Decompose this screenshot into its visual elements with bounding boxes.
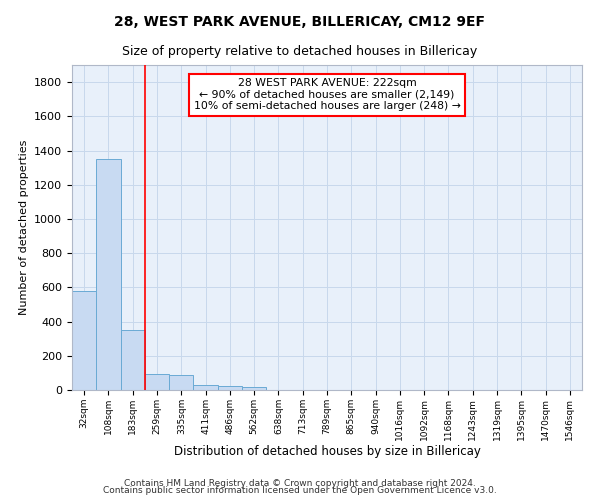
Bar	[218, 386, 242, 390]
Text: Contains HM Land Registry data © Crown copyright and database right 2024.: Contains HM Land Registry data © Crown c…	[124, 478, 476, 488]
Text: Size of property relative to detached houses in Billericay: Size of property relative to detached ho…	[122, 45, 478, 58]
Bar	[96, 159, 121, 390]
Text: 28, WEST PARK AVENUE, BILLERICAY, CM12 9EF: 28, WEST PARK AVENUE, BILLERICAY, CM12 9…	[115, 15, 485, 29]
Bar	[145, 374, 169, 390]
Bar	[169, 374, 193, 390]
Bar	[72, 291, 96, 390]
Text: 28 WEST PARK AVENUE: 222sqm
← 90% of detached houses are smaller (2,149)
10% of : 28 WEST PARK AVENUE: 222sqm ← 90% of det…	[194, 78, 460, 111]
X-axis label: Distribution of detached houses by size in Billericay: Distribution of detached houses by size …	[173, 446, 481, 458]
Bar	[242, 387, 266, 390]
Bar	[193, 385, 218, 390]
Bar	[121, 330, 145, 390]
Y-axis label: Number of detached properties: Number of detached properties	[19, 140, 29, 315]
Text: Contains public sector information licensed under the Open Government Licence v3: Contains public sector information licen…	[103, 486, 497, 495]
